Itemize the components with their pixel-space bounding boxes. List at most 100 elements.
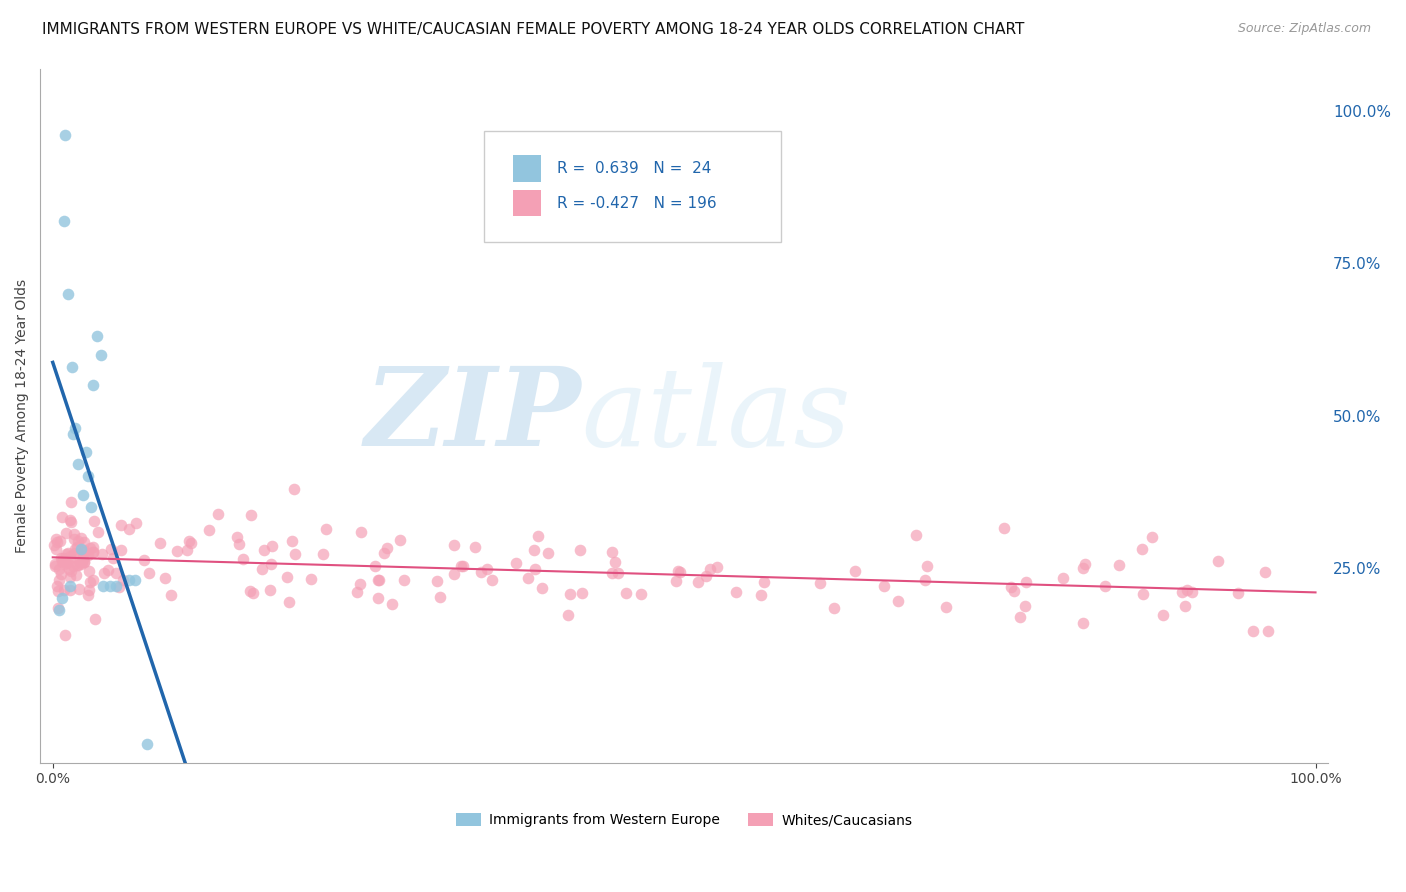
- Point: [72, 552, 94, 566]
- Point: [904, 527, 927, 541]
- Text: Source: ZipAtlas.com: Source: ZipAtlas.com: [1237, 22, 1371, 36]
- Point: [46, 601, 69, 615]
- Point: [1052, 572, 1074, 586]
- Point: [77, 565, 100, 579]
- Point: [52, 557, 75, 571]
- Point: [149, 535, 172, 549]
- Point: [367, 573, 389, 587]
- Point: [44, 558, 66, 572]
- Point: [55, 547, 77, 561]
- Point: [1014, 574, 1036, 589]
- Point: [1132, 587, 1154, 601]
- Point: [443, 566, 465, 581]
- Point: [48, 562, 70, 576]
- Point: [65, 567, 87, 582]
- Point: [65, 546, 87, 560]
- Point: [69, 542, 91, 557]
- Point: [299, 572, 322, 586]
- Point: [1257, 624, 1279, 638]
- Point: [56, 286, 79, 301]
- Point: [375, 541, 398, 555]
- Point: [699, 562, 721, 576]
- Point: [260, 540, 283, 554]
- Point: [70, 557, 93, 571]
- Point: [59, 564, 82, 578]
- Point: [45, 534, 67, 549]
- Text: ZIP: ZIP: [364, 362, 581, 469]
- Point: [62, 558, 84, 573]
- Point: [110, 543, 132, 558]
- Point: [197, 523, 219, 537]
- Point: [1008, 610, 1031, 624]
- Point: [1152, 608, 1174, 623]
- Point: [63, 533, 86, 547]
- Point: [239, 583, 262, 598]
- Point: [688, 574, 710, 589]
- Point: [124, 516, 146, 531]
- Point: [1241, 624, 1264, 638]
- Point: [87, 524, 110, 539]
- Point: [118, 522, 141, 536]
- Point: [79, 541, 101, 555]
- Point: [51, 553, 73, 567]
- Point: [725, 585, 748, 599]
- Point: [600, 566, 623, 580]
- Point: [1174, 599, 1197, 613]
- Point: [505, 556, 527, 570]
- Point: [278, 595, 301, 609]
- Point: [607, 566, 630, 580]
- Point: [1180, 584, 1202, 599]
- Point: [45, 579, 67, 593]
- Point: [451, 558, 474, 573]
- Point: [110, 518, 132, 533]
- Point: [72, 549, 94, 564]
- Point: [176, 542, 198, 557]
- Point: [749, 588, 772, 602]
- Point: [67, 533, 90, 548]
- Point: [873, 579, 896, 593]
- Point: [752, 575, 775, 590]
- Point: [59, 551, 82, 566]
- Point: [117, 573, 139, 587]
- Point: [517, 571, 540, 585]
- Point: [1074, 557, 1097, 571]
- Point: [66, 558, 89, 572]
- Point: [77, 548, 100, 562]
- Point: [887, 594, 910, 608]
- Point: [59, 583, 82, 598]
- Point: [253, 543, 276, 558]
- Point: [56, 556, 79, 570]
- Point: [381, 597, 404, 611]
- Point: [69, 554, 91, 568]
- Point: [45, 532, 67, 546]
- Point: [669, 565, 692, 579]
- Point: [464, 540, 486, 554]
- Point: [470, 565, 492, 579]
- Point: [177, 533, 200, 548]
- Text: IMMIGRANTS FROM WESTERN EUROPE VS WHITE/CAUCASIAN FEMALE POVERTY AMONG 18-24 YEA: IMMIGRANTS FROM WESTERN EUROPE VS WHITE/…: [42, 22, 1025, 37]
- Point: [283, 483, 305, 497]
- Point: [44, 559, 66, 574]
- Point: [367, 591, 389, 605]
- Point: [392, 573, 415, 587]
- Point: [46, 584, 69, 599]
- Point: [107, 580, 129, 594]
- Point: [58, 545, 80, 559]
- Point: [808, 576, 831, 591]
- Point: [526, 529, 548, 543]
- Point: [180, 535, 202, 549]
- Point: [48, 534, 70, 549]
- Point: [51, 509, 73, 524]
- Point: [350, 525, 373, 540]
- Point: [82, 545, 104, 559]
- Point: [53, 128, 76, 143]
- Point: [53, 554, 76, 568]
- Point: [62, 426, 84, 441]
- Point: [75, 445, 97, 459]
- Point: [91, 579, 114, 593]
- Point: [112, 573, 135, 587]
- Point: [368, 573, 391, 587]
- Point: [86, 329, 108, 343]
- Bar: [513, 190, 541, 217]
- Point: [82, 544, 104, 558]
